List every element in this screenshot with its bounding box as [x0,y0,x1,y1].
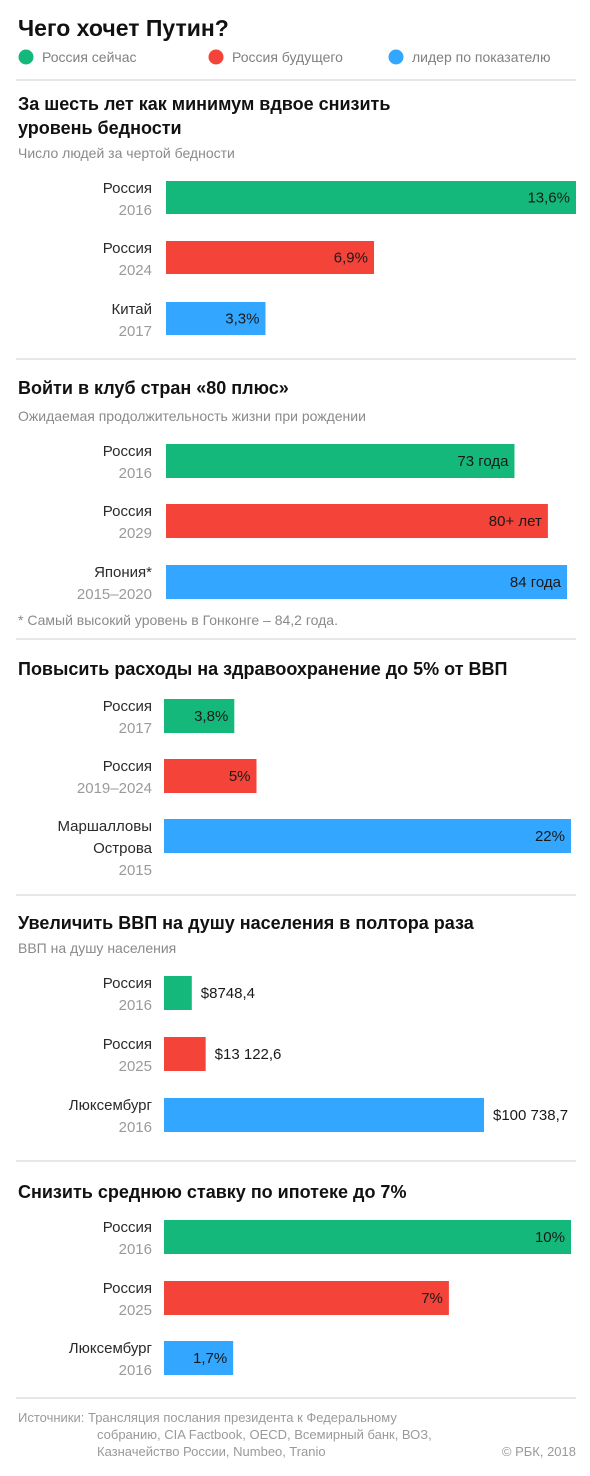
data-label: 84 года [510,574,562,591]
chart-section: За шесть лет как минимум вдвое снизить ур… [16,94,576,360]
category-label: Люксембург [69,1340,153,1357]
data-label: 3,8% [194,708,228,725]
category-label: Маршалловы [58,818,153,835]
category-year: 2016 [119,1362,152,1379]
data-label: 22% [535,828,565,845]
category-label: Россия [103,1036,152,1053]
section-subtitle: Ожидаемая продолжительность жизни при ро… [18,408,366,424]
bar [164,699,235,733]
category-year: 2017 [119,720,152,737]
category-label: Люксембург [69,1097,153,1114]
category-label: Россия [103,975,152,992]
data-label: 3,3% [225,311,259,328]
category-label: Россия [103,180,152,197]
category-label: Россия [103,443,152,460]
section-subtitle: Число людей за чертой бедности [18,145,235,161]
category-year: 2015 [119,862,152,879]
legend-swatch [18,49,34,65]
data-label: 10% [535,1229,565,1246]
category-label: Япония* [94,564,152,581]
data-label: 80+ лет [489,513,542,530]
data-label: 73 года [457,453,509,470]
bar [164,976,192,1010]
source-line: Источники: Трансляция послания президент… [18,1410,397,1425]
bar [166,181,576,214]
category-year: 2016 [119,1241,152,1258]
category-label: Острова [93,840,153,857]
data-label: 6,9% [334,250,368,267]
data-label: $13 122,6 [215,1046,282,1063]
bar [164,1098,484,1132]
chart-section: Войти в клуб стран «80 плюс» Ожидаемая пр… [16,378,576,640]
bar [166,302,266,335]
category-label: Россия [103,758,152,775]
legend-swatch [388,49,404,65]
source-line: Казначейство России, Numbeo, Tranio [97,1444,326,1459]
section-title: Увеличить ВВП на душу населения в полтор… [18,913,475,933]
bar [164,1341,234,1375]
category-year: 2017 [119,323,152,340]
data-label: 7% [421,1290,443,1307]
section-title: Повысить расходы на здравоохранение до 5… [18,659,507,679]
bar [164,819,571,853]
category-year: 2024 [119,262,152,279]
category-year: 2016 [119,997,152,1014]
category-year: 2019–2024 [77,780,152,797]
legend: Россия сейчас Россия будущего лидер по пок… [16,49,576,81]
category-year: 2025 [119,1302,152,1319]
category-label: Россия [103,1219,152,1236]
category-label: Россия [103,698,152,715]
bar [166,565,567,599]
section-subtitle: ВВП на душу населения [18,940,176,956]
category-label: Россия [103,1280,152,1297]
legend-label: Россия сейчас [42,49,137,65]
legend-label: лидер по показателю [412,49,550,65]
category-label: Россия [103,503,152,520]
category-year: 2025 [119,1058,152,1075]
data-label: 1,7% [193,1350,227,1367]
data-label: 13,6% [527,190,570,207]
legend-swatch [208,49,224,65]
bar [166,241,375,274]
page-title: Чего хочет Путин? [18,15,229,41]
source-line: собранию, CIA Factbook, OECD, Всемирный … [97,1427,432,1442]
data-label: $100 738,7 [493,1107,568,1124]
section-title: Войти в клуб стран «80 плюс» [18,378,289,398]
section-title: Снизить среднюю ставку по ипотеке до 7% [18,1182,406,1202]
footer: Источники: Трансляция послания президент… [18,1410,576,1459]
chart-section: Повысить расходы на здравоохранение до 5… [16,659,576,896]
bar [166,504,548,538]
chart-sections: За шесть лет как минимум вдвое снизить ур… [16,94,576,1399]
bar [164,1220,571,1254]
category-label: Россия [103,240,152,257]
category-year: 2015–2020 [77,586,152,603]
category-year: 2016 [119,1119,152,1136]
category-year: 2029 [119,525,152,542]
chart-section: Увеличить ВВП на душу населения в полтор… [16,913,576,1162]
bar [164,1281,449,1315]
legend-label: Россия будущего [232,49,343,65]
chart-section: Снизить среднюю ставку по ипотеке до 7% 1… [16,1182,576,1399]
footnote: * Самый высокий уровень в Гонконге – 84,… [18,612,338,628]
data-label: $8748,4 [201,985,255,1002]
category-year: 2016 [119,202,152,219]
section-title: За шесть лет как минимум вдвое снизить ур… [18,94,390,138]
data-label: 5% [229,768,251,785]
bar [164,759,257,793]
category-year: 2016 [119,465,152,482]
category-label: Китай [111,301,152,318]
bar [164,1037,206,1071]
bar [166,444,515,478]
copyright: © РБК, 2018 [502,1444,576,1459]
